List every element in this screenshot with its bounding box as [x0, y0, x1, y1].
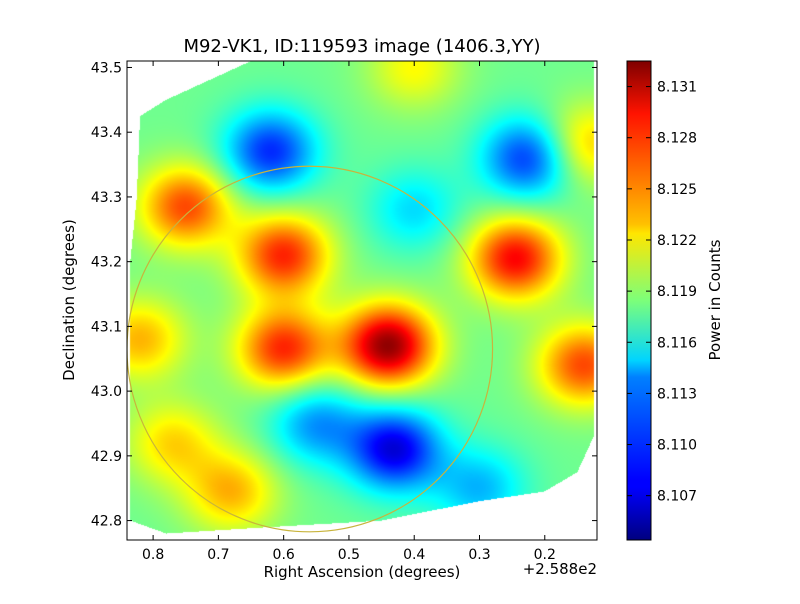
y-tick-label: 42.8: [91, 514, 122, 530]
colorbar-frame: [626, 60, 652, 541]
y-tick-label: 43.2: [91, 255, 122, 271]
y-tick-label: 43.1: [91, 319, 122, 335]
axes-frame: [126, 60, 598, 541]
colorbar-tick-label: 8.113: [657, 386, 697, 402]
heatmap-image: [127, 61, 597, 540]
colorbar-tick-label: 8.131: [657, 80, 697, 96]
y-tick-label: 43.5: [91, 60, 122, 76]
colorbar-tick-label: 8.125: [657, 182, 697, 198]
x-tick-label: 0.2: [534, 547, 556, 563]
colorbar-tick-label: 8.116: [657, 335, 697, 351]
x-offset-label: +2.588e2: [523, 560, 597, 578]
colorbar-tick-label: 8.119: [657, 284, 697, 300]
x-tick-label: 0.4: [403, 547, 425, 563]
colorbar-gradient: [627, 61, 651, 540]
colorbar-tick-label: 8.107: [657, 489, 697, 505]
x-tick-label: 0.3: [468, 547, 490, 563]
colorbar-ticks: 8.131 8.128 8.125 8.122 8.119 8.116 8.113 8.110…: [627, 80, 697, 505]
plot-area: 0.8 0.7 0.6 0.5 0.4 0.3 0.2 43.543.443.343.243…: [91, 60, 598, 563]
y-tick-label: 42.9: [91, 449, 122, 465]
beam-circle: [127, 165, 494, 533]
y-tick-label: 43.3: [91, 190, 122, 206]
colorbar-label: Power in Counts: [706, 239, 724, 360]
x-tick-label: 0.6: [273, 547, 295, 563]
colorbar-tick-label: 8.128: [657, 131, 697, 147]
chart-title: M92-VK1, ID:119593 image (1406.3,YY): [183, 36, 540, 57]
colorbar-tick-label: 8.110: [657, 438, 697, 454]
x-tick-label: 0.8: [142, 547, 164, 563]
colorbar-tick-label: 8.122: [657, 233, 697, 249]
y-axis: 43.5 43.4 43.3 43.2 43.1 43.0 42.9 42.8: [91, 60, 597, 530]
y-axis-label: Declination (degrees): [60, 219, 78, 381]
x-tick-label: 0.5: [338, 547, 360, 563]
x-axis: 0.8 0.7 0.6 0.5 0.4 0.3 0.2: [142, 61, 556, 563]
y-tick-label: 43.4: [91, 125, 122, 141]
x-tick-label: 0.7: [207, 547, 229, 563]
y-tick-label: 43.0: [91, 384, 122, 400]
x-axis-label: Right Ascension (degrees): [264, 563, 461, 581]
beam-layer: [127, 165, 494, 533]
colorbar: 8.131 8.128 8.125 8.122 8.119 8.116 8.113 8.110…: [626, 60, 697, 541]
